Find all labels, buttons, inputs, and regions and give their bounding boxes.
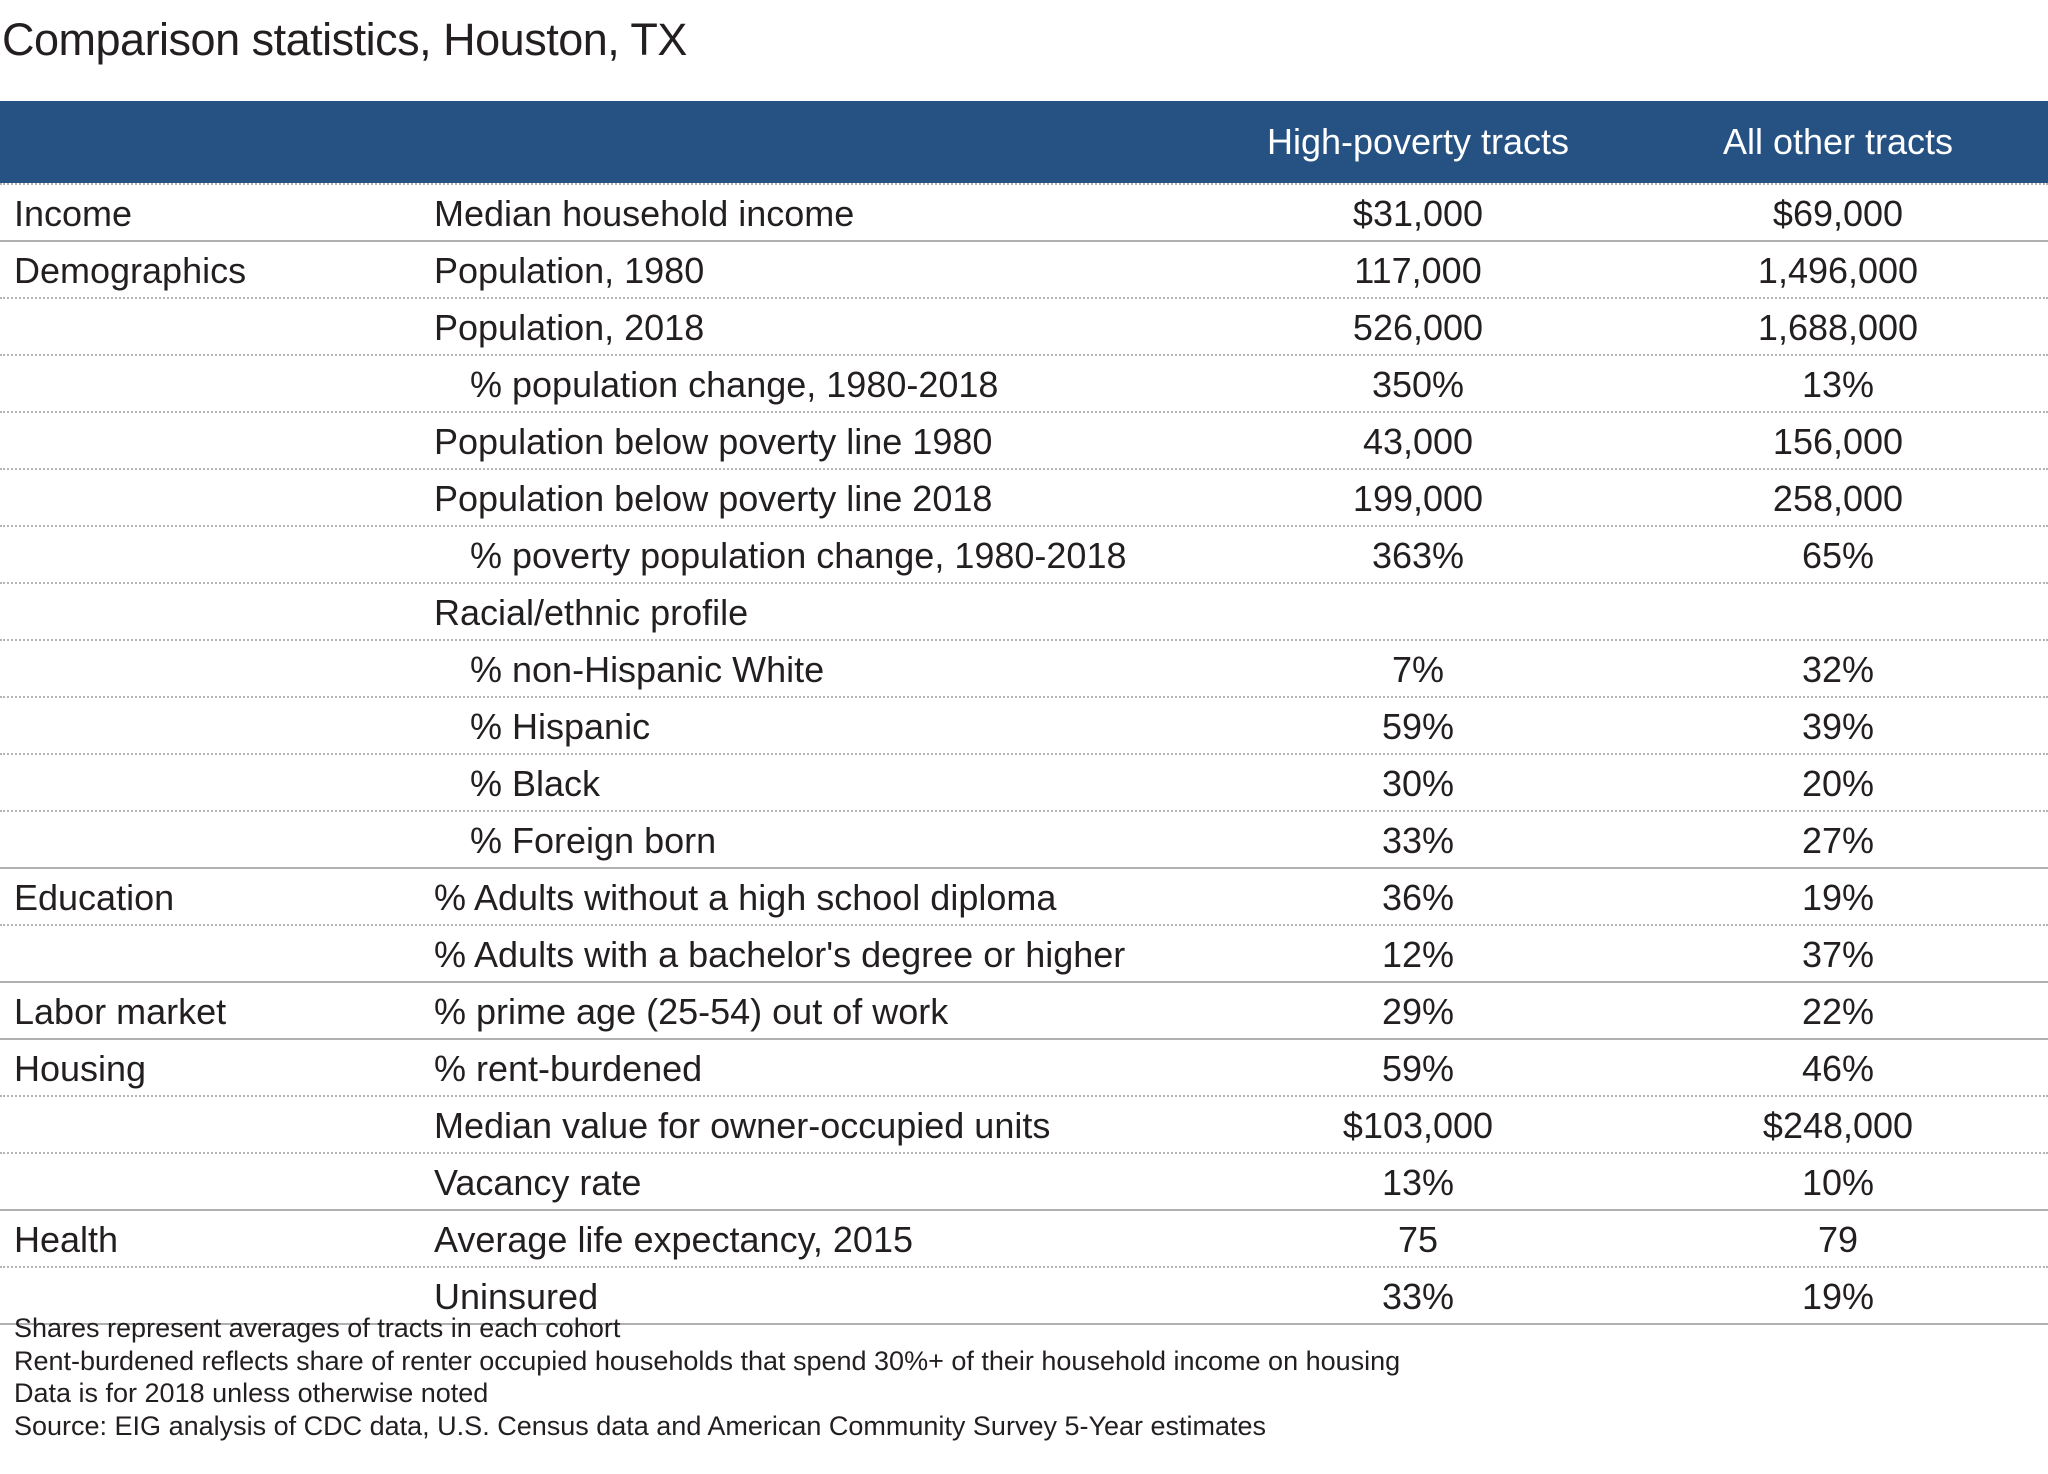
row-metric: Uninsured: [434, 1276, 599, 1317]
high-poverty-value: 350%: [1371, 364, 1465, 405]
all-other-value: 156,000: [1772, 421, 1904, 462]
all-other-value: 22%: [1801, 991, 1875, 1032]
high-poverty-value: 363%: [1371, 535, 1465, 576]
table-bottom-rule: [0, 1323, 2048, 1325]
row-metric: % rent-burdened: [434, 1048, 703, 1089]
table-row: % Hispanic 59% 39%: [0, 696, 2048, 753]
all-other-value: $69,000: [1772, 193, 1904, 234]
table-row: Racial/ethnic profile: [0, 582, 2048, 639]
table-row: Health Average life expectancy, 2015 75 79: [0, 1209, 2048, 1266]
row-category: Education: [14, 877, 175, 918]
all-other-value: 37%: [1801, 934, 1875, 975]
table-row: % Black 30% 20%: [0, 753, 2048, 810]
high-poverty-value: 12%: [1381, 934, 1455, 975]
row-metric: % non-Hispanic White: [470, 649, 825, 690]
all-other-value: 46%: [1801, 1048, 1875, 1089]
footnotes: Shares represent averages of tracts in e…: [14, 1312, 1400, 1442]
all-other-value: 1,496,000: [1757, 250, 1919, 291]
all-other-value: 32%: [1801, 649, 1875, 690]
row-category: Labor market: [14, 991, 227, 1032]
table-row: % poverty population change, 1980-2018 36…: [0, 525, 2048, 582]
table-row: Education % Adults without a high school …: [0, 867, 2048, 924]
row-metric: % poverty population change, 1980-2018: [470, 535, 1127, 576]
row-metric: Population below poverty line 1980: [434, 421, 993, 462]
page-title: Comparison statistics, Houston, TX: [2, 14, 687, 65]
high-poverty-value: 33%: [1381, 1276, 1455, 1317]
high-poverty-value: 36%: [1381, 877, 1455, 918]
table-row: Population, 2018 526,000 1,688,000: [0, 297, 2048, 354]
high-poverty-value: $31,000: [1352, 193, 1484, 234]
row-category: Housing: [14, 1048, 147, 1089]
row-metric: Median household income: [434, 193, 855, 234]
all-other-value: 65%: [1801, 535, 1875, 576]
table-row: % Foreign born 33% 27%: [0, 810, 2048, 867]
row-metric: Racial/ethnic profile: [434, 592, 749, 633]
row-metric: Average life expectancy, 2015: [434, 1219, 913, 1260]
row-category: Health: [14, 1219, 119, 1260]
all-other-value: 79: [1817, 1219, 1859, 1260]
column-header-high-poverty: High-poverty tracts: [1266, 121, 1570, 162]
row-metric: % Foreign born: [470, 820, 717, 861]
all-other-value: 1,688,000: [1757, 307, 1919, 348]
table-row: Uninsured 33% 19%: [0, 1266, 2048, 1323]
table-row: % non-Hispanic White 7% 32%: [0, 639, 2048, 696]
table-row: Income Median household income $31,000 $69,…: [0, 183, 2048, 240]
all-other-value: 39%: [1801, 706, 1875, 747]
row-category: Demographics: [14, 250, 247, 291]
row-metric: % Hispanic: [470, 706, 651, 747]
high-poverty-value: 117,000: [1354, 250, 1482, 291]
row-metric: Population below poverty line 2018: [434, 478, 993, 519]
row-metric: % Adults with a bachelor's degree or hig…: [434, 934, 1126, 975]
footnote: Shares represent averages of tracts in e…: [14, 1313, 621, 1343]
row-metric: Population, 2018: [434, 307, 705, 348]
all-other-value: 10%: [1801, 1162, 1875, 1203]
table-row: Vacancy rate 13% 10%: [0, 1152, 2048, 1209]
row-metric: % prime age (25-54) out of work: [434, 991, 949, 1032]
high-poverty-value: 43,000: [1362, 421, 1474, 462]
column-header-all-other: All other tracts: [1722, 121, 1954, 162]
high-poverty-value: 75: [1397, 1219, 1439, 1260]
high-poverty-value: 526,000: [1352, 307, 1484, 348]
all-other-value: $248,000: [1762, 1105, 1914, 1146]
footnote: Source: EIG analysis of CDC data, U.S. C…: [14, 1410, 1267, 1441]
table-row: Housing % rent-burdened 59% 46%: [0, 1038, 2048, 1095]
row-metric: Vacancy rate: [434, 1162, 642, 1203]
all-other-value: 258,000: [1772, 478, 1904, 519]
high-poverty-value: 7%: [1391, 649, 1445, 690]
row-metric: % Black: [470, 763, 601, 804]
table-header: High-poverty tracts All other tracts: [0, 101, 2048, 183]
high-poverty-value: 199,000: [1352, 478, 1484, 519]
row-metric: Population, 1980: [434, 250, 705, 291]
row-metric: % Adults without a high school diploma: [434, 877, 1057, 918]
comparison-table: Income Median household income $31,000 $69,…: [0, 183, 2048, 1325]
high-poverty-value: 59%: [1381, 1048, 1455, 1089]
high-poverty-value: $103,000: [1342, 1105, 1494, 1146]
all-other-value: 19%: [1801, 877, 1875, 918]
footnote: Data is for 2018 unless otherwise noted: [14, 1378, 489, 1408]
row-metric: Median value for owner-occupied units: [434, 1105, 1051, 1146]
high-poverty-value: 30%: [1381, 763, 1455, 804]
footnote: Rent-burdened reflects share of renter o…: [14, 1345, 1401, 1376]
high-poverty-value: 33%: [1381, 820, 1455, 861]
all-other-value: 19%: [1801, 1276, 1875, 1317]
high-poverty-value: 59%: [1381, 706, 1455, 747]
table-row: Population below poverty line 2018 199,00…: [0, 468, 2048, 525]
table-row: Demographics Population, 1980 117,000 1,496…: [0, 240, 2048, 297]
all-other-value: 27%: [1801, 820, 1875, 861]
table-row: Population below poverty line 1980 43,000…: [0, 411, 2048, 468]
table-row: Median value for owner-occupied units $10…: [0, 1095, 2048, 1152]
row-metric: % population change, 1980-2018: [470, 364, 999, 405]
high-poverty-value: 29%: [1381, 991, 1455, 1032]
table-row: % Adults with a bachelor's degree or hig…: [0, 924, 2048, 981]
table-row: % population change, 1980-2018 350% 13%: [0, 354, 2048, 411]
all-other-value: 20%: [1801, 763, 1875, 804]
table-row: Labor market % prime age (25-54) out of w…: [0, 981, 2048, 1038]
all-other-value: 13%: [1801, 364, 1875, 405]
row-category: Income: [14, 193, 133, 234]
high-poverty-value: 13%: [1381, 1162, 1455, 1203]
